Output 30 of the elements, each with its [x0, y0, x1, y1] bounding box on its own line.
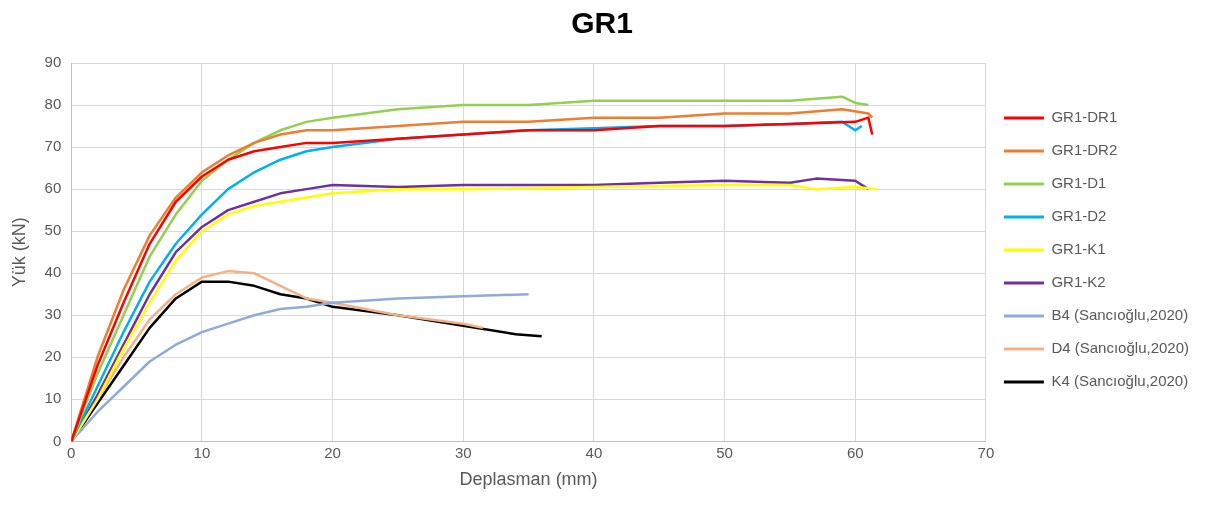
y-axis-title: Yük (kN)	[8, 217, 29, 288]
legend-label: GR1-K1	[1051, 240, 1106, 258]
legend-label: B4 (Sancıoğlu,2020)	[1051, 306, 1189, 324]
y-tick-label: 20	[44, 347, 62, 365]
y-tick-label: 80	[44, 95, 62, 113]
y-tick-label: 60	[44, 179, 62, 197]
legend-label: GR1-K2	[1051, 273, 1106, 291]
x-tick-label: 10	[193, 443, 211, 461]
legend-label: GR1-DR2	[1051, 141, 1118, 159]
legend-label: D4 (Sancıoğlu,2020)	[1051, 339, 1190, 357]
y-tick-label: 40	[44, 263, 62, 281]
y-tick-label: 70	[44, 137, 62, 155]
legend-label: GR1-D1	[1051, 174, 1107, 192]
legend-label: GR1-D2	[1051, 207, 1107, 225]
y-tick-label: 50	[44, 221, 62, 239]
x-tick-label: 70	[977, 443, 995, 461]
y-tick-label: 0	[52, 431, 62, 449]
x-tick-label: 30	[454, 443, 472, 461]
legend-label: K4 (Sancıoğlu,2020)	[1051, 372, 1189, 390]
x-axis-title: Deplasman (mm)	[459, 469, 598, 490]
y-tick-label: 90	[44, 53, 62, 71]
x-tick-label: 0	[67, 443, 76, 461]
x-tick-label: 50	[716, 443, 733, 461]
y-tick-label: 10	[44, 389, 62, 407]
y-tick-label: 30	[44, 305, 62, 323]
legend-label: GR1-DR1	[1051, 108, 1118, 126]
x-tick-label: 40	[585, 443, 603, 461]
chart-title: GR1	[571, 6, 633, 40]
x-tick-label: 20	[324, 443, 341, 461]
x-tick-label: 60	[846, 443, 864, 461]
